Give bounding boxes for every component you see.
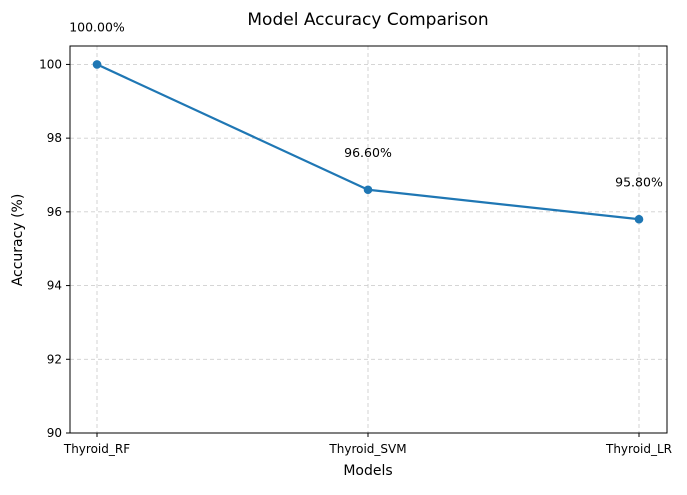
data-label: 95.80%	[615, 174, 663, 189]
y-tick-label: 90	[47, 426, 62, 440]
series-layer	[92, 60, 644, 224]
data-point	[92, 60, 102, 69]
data-label: 96.60%	[344, 145, 392, 160]
y-tick-label: 92	[47, 352, 62, 366]
grid	[70, 46, 667, 433]
y-tick-label: 98	[47, 131, 62, 145]
x-axis-label: Models	[343, 463, 392, 479]
y-tick-label: 96	[47, 205, 62, 219]
plot-area-frame	[69, 45, 668, 434]
x-tick-label: Thyroid_RF	[63, 442, 130, 456]
y-tick-label: 94	[47, 279, 62, 293]
data-label: 100.00%	[69, 20, 125, 35]
axis-ticks: 90 92 94 96 98 100 Thyroid_RF Thyroid_SVM Thyroi…	[39, 57, 672, 456]
y-tick-label: 100	[39, 57, 62, 71]
chart-title: Model Accuracy Comparison	[247, 10, 488, 30]
x-tick-label: Thyroid_SVM	[328, 442, 406, 456]
y-axis-label: Accuracy (%)	[10, 194, 26, 287]
x-tick-label: Thyroid_LR	[605, 442, 672, 456]
data-point	[634, 214, 644, 224]
data-point	[363, 185, 373, 195]
data-labels: 100.00% 96.60% 95.80%	[69, 20, 663, 190]
